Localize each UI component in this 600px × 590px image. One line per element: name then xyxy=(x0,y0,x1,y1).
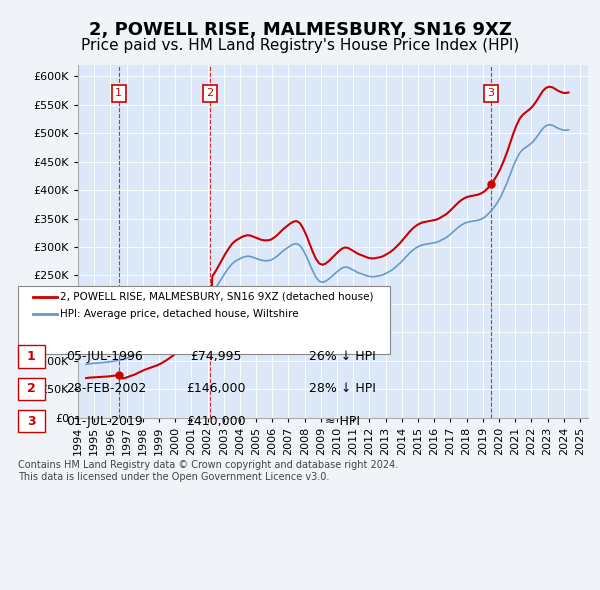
Text: 2: 2 xyxy=(206,88,214,99)
Text: Contains HM Land Registry data © Crown copyright and database right 2024.
This d: Contains HM Land Registry data © Crown c… xyxy=(18,460,398,482)
Text: 3: 3 xyxy=(487,88,494,99)
Text: 05-JUL-1996: 05-JUL-1996 xyxy=(66,350,143,363)
Text: 28% ↓ HPI: 28% ↓ HPI xyxy=(308,382,376,395)
Text: 28-FEB-2002: 28-FEB-2002 xyxy=(66,382,146,395)
Text: 1: 1 xyxy=(115,88,122,99)
Text: Price paid vs. HM Land Registry's House Price Index (HPI): Price paid vs. HM Land Registry's House … xyxy=(81,38,519,53)
Text: 3: 3 xyxy=(27,415,35,428)
Text: 2, POWELL RISE, MALMESBURY, SN16 9XZ: 2, POWELL RISE, MALMESBURY, SN16 9XZ xyxy=(89,21,511,39)
Text: 1: 1 xyxy=(27,350,35,363)
Text: ≈ HPI: ≈ HPI xyxy=(325,415,359,428)
Text: £146,000: £146,000 xyxy=(186,382,246,395)
Text: HPI: Average price, detached house, Wiltshire: HPI: Average price, detached house, Wilt… xyxy=(60,309,299,319)
Text: 01-JUL-2019: 01-JUL-2019 xyxy=(66,415,143,428)
Text: £74,995: £74,995 xyxy=(190,350,242,363)
Text: 26% ↓ HPI: 26% ↓ HPI xyxy=(308,350,376,363)
Text: £410,000: £410,000 xyxy=(186,415,246,428)
Text: 2, POWELL RISE, MALMESBURY, SN16 9XZ (detached house): 2, POWELL RISE, MALMESBURY, SN16 9XZ (de… xyxy=(60,292,373,301)
Text: 2: 2 xyxy=(27,382,35,395)
